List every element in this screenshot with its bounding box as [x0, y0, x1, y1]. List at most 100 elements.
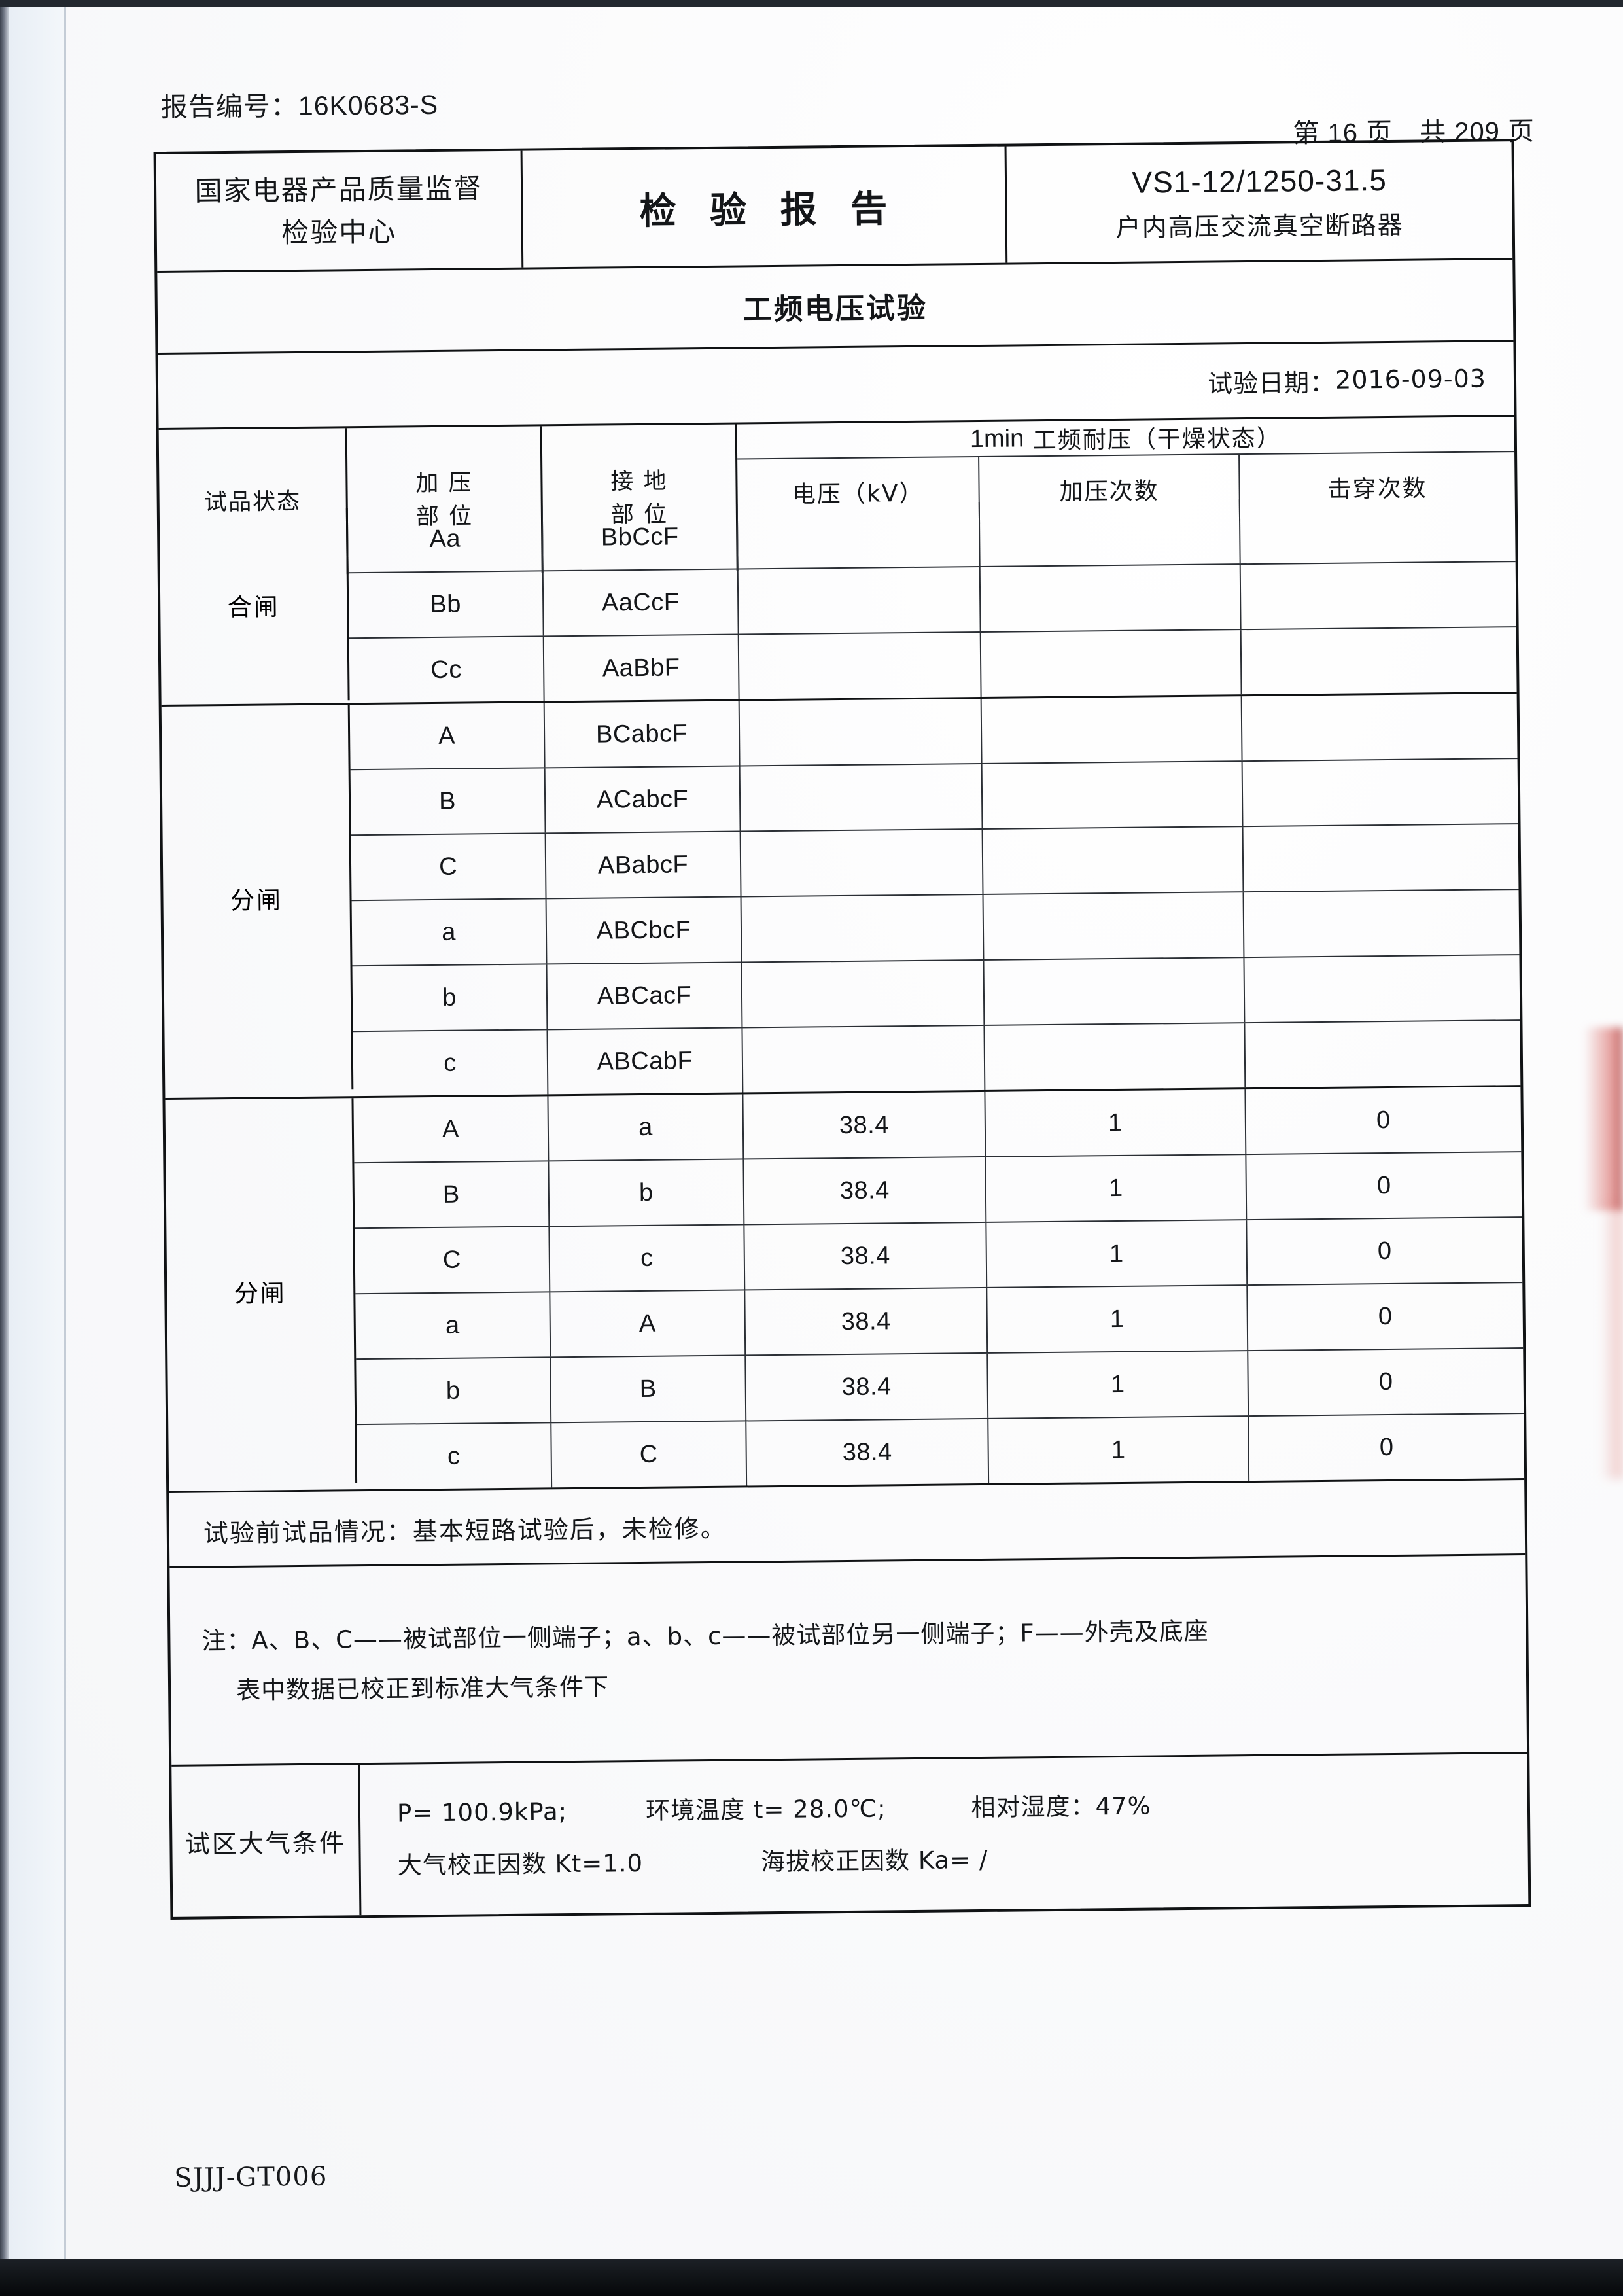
- cell-apply-position: b: [356, 1358, 552, 1424]
- scan-left-margin: [9, 0, 65, 2296]
- product-name: 户内高压交流真空断路器: [1115, 210, 1404, 242]
- cell-voltage: [742, 960, 985, 1027]
- atmosphere-ka: 海拔校正因数 Ka= /: [760, 1845, 988, 1877]
- cell-apply-position: a: [351, 899, 548, 966]
- cell-voltage: [739, 632, 982, 699]
- atmosphere-kt: 大气校正因数 Kt=1.0: [397, 1849, 644, 1880]
- note-line-2: 表中数据已校正到标准大气条件下: [236, 1672, 610, 1704]
- cell-voltage: 38.4: [745, 1288, 988, 1355]
- cell-apply-position: c: [357, 1423, 553, 1490]
- cell-ground-position: ABCabF: [548, 1028, 744, 1095]
- cell-ground-position: A: [550, 1290, 746, 1357]
- test-date-label: 试验日期：: [1207, 368, 1336, 398]
- org-line-2: 检验中心: [281, 215, 397, 249]
- cell-voltage: [741, 894, 985, 962]
- table-row: b B 38.4 1 0: [356, 1349, 1524, 1426]
- cell-apply-count: 1: [986, 1220, 1248, 1287]
- group-state-label: 合闸: [159, 508, 350, 702]
- cell-apply-count: [982, 762, 1244, 828]
- paper-sheet: 报告编号：16K0683-S 第 16 页 共 209 页 国家电器产品质量监督…: [66, 7, 1623, 2259]
- cell-apply-count: [983, 892, 1245, 959]
- spacer-a: [567, 1785, 646, 1838]
- cell-apply-count: [981, 630, 1242, 697]
- atmosphere-values: P= 100.9kPa; 环境温度 t= 28.0℃; 相对湿度：47% 大气校…: [360, 1754, 1528, 1915]
- cell-apply-count: [979, 499, 1241, 566]
- cell-breakdown-count: [1242, 627, 1517, 694]
- cell-voltage: [739, 698, 983, 766]
- cell-voltage: 38.4: [744, 1222, 988, 1290]
- atmosphere-line-1: P= 100.9kPa; 环境温度 t= 28.0℃; 相对湿度：47%: [397, 1780, 1152, 1840]
- test-title-band: 工频电压试验: [157, 260, 1514, 355]
- title-band: 国家电器产品质量监督 检验中心 检 验 报 告 VS1-12/1250-31.5…: [156, 141, 1513, 274]
- cell-apply-position: C: [355, 1227, 551, 1294]
- atmosphere-temperature: 环境温度 t= 28.0℃;: [645, 1794, 886, 1826]
- cell-apply-position: A: [349, 703, 546, 769]
- cell-apply-count: [984, 958, 1246, 1025]
- cell-voltage: 38.4: [743, 1091, 986, 1159]
- cell-apply-position: A: [353, 1096, 550, 1163]
- th-withstand-label: 工频耐压（干燥状态）: [1032, 425, 1282, 455]
- th-ground-position-l1: 接 地: [610, 468, 668, 495]
- report-table: 国家电器产品质量监督 检验中心 检 验 报 告 VS1-12/1250-31.5…: [153, 139, 1531, 1920]
- table-header-top: 试品状态 加 压 部 位 接 地 部 位 1min 工频耐压（干燥状态）: [158, 417, 1515, 577]
- cell-breakdown-count: [1240, 497, 1516, 563]
- cell-apply-position: C: [351, 834, 547, 900]
- table-row: B ACabcF: [350, 759, 1518, 836]
- page-content: 报告编号：16K0683-S 第 16 页 共 209 页 国家电器产品质量监督…: [56, 0, 1623, 2267]
- note-line-1: 注：A、B、C——被试部位一侧端子；a、b、c——被试部位另一侧端子；F——外壳…: [201, 1617, 1209, 1655]
- cell-breakdown-count: [1242, 694, 1518, 760]
- cell-apply-count: [983, 827, 1244, 894]
- scan-bottom-edge: [0, 2259, 1623, 2296]
- cell-apply-count: 1: [985, 1089, 1247, 1156]
- cell-apply-position: Bb: [348, 571, 544, 638]
- cell-apply-position: B: [354, 1161, 550, 1228]
- cell-apply-count: 1: [988, 1417, 1250, 1483]
- table-body: 合闸 Aa BbCcF Bb AaCcF Cc AaBbF 分闸 A BCabcF B ACabcF C…: [159, 497, 1525, 1493]
- cell-apply-position: a: [355, 1292, 551, 1359]
- notes: 注：A、B、C——被试部位一侧端子；a、b、c——被试部位另一侧端子；F——外壳…: [169, 1555, 1527, 1765]
- test-date-band: 试验日期： 2016-09-03: [158, 342, 1514, 431]
- cell-ground-position: AaBbF: [544, 635, 740, 701]
- table-row: Aa BbCcF: [347, 497, 1516, 574]
- cell-ground-position: c: [550, 1225, 746, 1292]
- cell-breakdown-count: [1243, 759, 1518, 826]
- table-group: 合闸 Aa BbCcF Bb AaCcF Cc AaBbF: [159, 497, 1517, 707]
- cell-breakdown-count: [1245, 1021, 1520, 1087]
- spacer-b: [886, 1782, 971, 1835]
- cell-voltage: 38.4: [744, 1157, 987, 1224]
- cell-ground-position: BbCcF: [542, 504, 739, 571]
- cell-apply-count: [981, 696, 1243, 763]
- cell-breakdown-count: 0: [1378, 1368, 1393, 1396]
- scan-binding-edge: [0, 0, 9, 2296]
- cell-voltage: [738, 567, 981, 634]
- table-row: A BCabcF: [349, 694, 1518, 771]
- cell-apply-position: Aa: [347, 506, 544, 573]
- cell-breakdown-count: 0: [1376, 1106, 1391, 1134]
- report-number-label: 报告编号：: [160, 90, 299, 123]
- pre-test-remark-band: 试验前试品情况：基本短路试验后，未检修。: [169, 1480, 1526, 1568]
- cell-breakdown-count: [1244, 890, 1520, 957]
- table-row: Bb AaCcF: [348, 562, 1516, 639]
- table-row: a A 38.4 1 0: [355, 1283, 1524, 1360]
- th-apply-position-l1: 加 压: [415, 470, 473, 497]
- table-row: Cc AaBbF: [349, 627, 1517, 703]
- spacer-c: [643, 1836, 761, 1889]
- table-row: C ABabcF: [351, 824, 1519, 902]
- product-model: VS1-12/1250-31.5: [1132, 163, 1387, 200]
- cell-voltage: 38.4: [746, 1353, 989, 1421]
- cell-apply-count: [980, 565, 1242, 631]
- cell-ground-position: B: [551, 1356, 747, 1422]
- cell-ground-position: ABCbcF: [546, 897, 742, 964]
- report-number: 报告编号：16K0683-S: [161, 82, 439, 124]
- cell-apply-position: Cc: [349, 637, 545, 703]
- table-row: c C 38.4 1 0: [357, 1414, 1524, 1490]
- test-date-value: 2016-09-03: [1335, 364, 1487, 395]
- notes-band: 注：A、B、C——被试部位一侧端子；a、b、c——被试部位另一侧端子；F——外壳…: [169, 1555, 1527, 1767]
- cell-breakdown-count: [1244, 824, 1519, 891]
- cell-breakdown-count: [1241, 562, 1516, 629]
- cell-ground-position: C: [551, 1421, 748, 1488]
- cell-breakdown-count: 0: [1377, 1237, 1392, 1265]
